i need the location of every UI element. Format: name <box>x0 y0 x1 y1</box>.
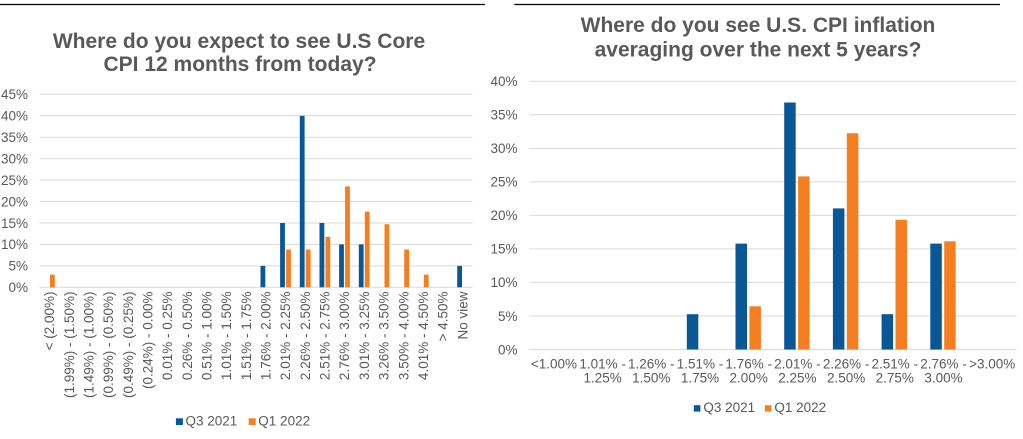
svg-text:10%: 10% <box>490 275 517 290</box>
svg-text:averaging over the next 5 year: averaging over the next 5 years? <box>595 38 922 61</box>
svg-text:4.01% - 4.50%: 4.01% - 4.50% <box>416 292 431 381</box>
svg-text:2.01% -: 2.01% - <box>774 356 821 371</box>
svg-text:(1.99%) - (1.50%): (1.99%) - (1.50%) <box>62 292 77 399</box>
svg-text:Q3 2021: Q3 2021 <box>703 400 755 415</box>
svg-text:2.26% -: 2.26% - <box>823 356 870 371</box>
svg-text:30%: 30% <box>490 141 517 156</box>
svg-text:<1.00%: <1.00% <box>531 356 577 371</box>
svg-text:30%: 30% <box>1 152 28 167</box>
svg-text:3.50% - 4.00%: 3.50% - 4.00% <box>396 292 411 381</box>
svg-text:0.51% - 1.00%: 0.51% - 1.00% <box>200 292 215 381</box>
svg-text:Where do you see U.S. CPI infl: Where do you see U.S. CPI inflation <box>581 14 936 37</box>
svg-text:15%: 15% <box>1 216 28 231</box>
svg-text:2.76% - 3.00%: 2.76% - 3.00% <box>337 292 352 381</box>
svg-text:(0.99%) - (0.50%): (0.99%) - (0.50%) <box>101 292 116 399</box>
svg-text:1.76% - 2.00%: 1.76% - 2.00% <box>259 292 274 381</box>
svg-text:Where do you expect to see U.S: Where do you expect to see U.S Core <box>53 30 425 53</box>
svg-text:2.75%: 2.75% <box>876 370 914 385</box>
svg-text:0.26% - 0.50%: 0.26% - 0.50% <box>180 292 195 381</box>
svg-text:2.25%: 2.25% <box>778 370 816 385</box>
svg-text:1.75%: 1.75% <box>681 370 719 385</box>
svg-text:1.01% - 1.50%: 1.01% - 1.50% <box>219 292 234 381</box>
svg-text:5%: 5% <box>498 309 518 324</box>
svg-text:(0.24%) - 0.00%: (0.24%) - 0.00% <box>141 292 156 390</box>
svg-text:< (2.00%): < (2.00%) <box>42 292 57 351</box>
svg-text:1.26% -: 1.26% - <box>628 356 675 371</box>
svg-text:45%: 45% <box>1 87 28 102</box>
svg-text:20%: 20% <box>1 194 28 209</box>
svg-text:Q1 2022: Q1 2022 <box>258 413 310 428</box>
svg-text:2.50%: 2.50% <box>827 370 865 385</box>
svg-text:40%: 40% <box>490 74 517 89</box>
svg-text:> 4.50%: > 4.50% <box>436 292 451 342</box>
svg-text:1.51% -: 1.51% - <box>677 356 724 371</box>
svg-text:1.25%: 1.25% <box>583 370 621 385</box>
svg-text:3.00%: 3.00% <box>924 370 962 385</box>
svg-text:25%: 25% <box>490 175 517 190</box>
svg-text:2.76% -: 2.76% - <box>920 356 967 371</box>
svg-text:3.26% - 3.50%: 3.26% - 3.50% <box>377 292 392 381</box>
svg-text:2.51% -: 2.51% - <box>872 356 919 371</box>
svg-text:Q3 2021: Q3 2021 <box>186 413 238 428</box>
svg-text:Q1 2022: Q1 2022 <box>774 400 826 415</box>
svg-text:2.51% - 2.75%: 2.51% - 2.75% <box>318 292 333 381</box>
svg-text:1.76% -: 1.76% - <box>725 356 772 371</box>
svg-text:15%: 15% <box>490 242 517 257</box>
svg-text:3.01% - 3.25%: 3.01% - 3.25% <box>357 292 372 381</box>
svg-text:5%: 5% <box>8 259 28 274</box>
svg-text:(0.49%) - (0.25%): (0.49%) - (0.25%) <box>121 292 136 399</box>
svg-text:10%: 10% <box>1 237 28 252</box>
svg-text:1.50%: 1.50% <box>632 370 670 385</box>
svg-text:1.51% - 1.75%: 1.51% - 1.75% <box>239 292 254 381</box>
svg-text:35%: 35% <box>490 108 517 123</box>
svg-text:2.00%: 2.00% <box>730 370 768 385</box>
svg-text:CPI 12 months from today?: CPI 12 months from today? <box>103 53 376 76</box>
svg-text:0%: 0% <box>498 342 518 357</box>
svg-text:40%: 40% <box>1 109 28 124</box>
svg-text:2.01% - 2.25%: 2.01% - 2.25% <box>278 292 293 381</box>
svg-text:20%: 20% <box>490 208 517 223</box>
svg-text:35%: 35% <box>1 130 28 145</box>
svg-text:0%: 0% <box>8 280 28 295</box>
svg-text:>3.00%: >3.00% <box>969 356 1015 371</box>
svg-text:0.01% - 0.25%: 0.01% - 0.25% <box>160 292 175 381</box>
svg-text:1.01% -: 1.01% - <box>579 356 626 371</box>
svg-text:2.26% - 2.50%: 2.26% - 2.50% <box>298 292 313 381</box>
svg-text:(1.49%) - (1.00%): (1.49%) - (1.00%) <box>82 292 97 399</box>
svg-text:No view: No view <box>455 291 470 339</box>
svg-text:25%: 25% <box>1 173 28 188</box>
